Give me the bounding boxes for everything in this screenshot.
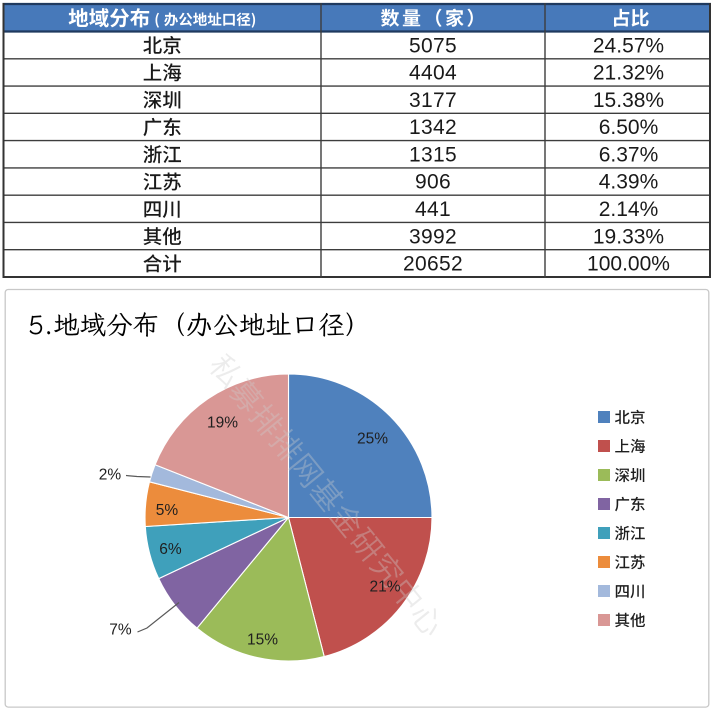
- svg-text:7%: 7%: [109, 622, 132, 639]
- svg-text:2%: 2%: [99, 467, 122, 484]
- svg-text:6%: 6%: [159, 541, 182, 558]
- svg-text:5%: 5%: [156, 502, 179, 519]
- svg-text:6.37%: 6.37%: [599, 143, 659, 166]
- svg-text:4.39%: 4.39%: [599, 171, 659, 194]
- svg-text:2.14%: 2.14%: [599, 198, 659, 221]
- svg-text:15%: 15%: [247, 632, 278, 649]
- svg-text:1342: 1342: [409, 116, 457, 139]
- svg-text:20652: 20652: [403, 253, 463, 276]
- svg-text:4404: 4404: [409, 62, 457, 85]
- svg-text:100.00%: 100.00%: [587, 253, 670, 276]
- svg-text:15.38%: 15.38%: [593, 89, 664, 112]
- svg-text:19.33%: 19.33%: [593, 225, 664, 248]
- svg-text:21.32%: 21.32%: [593, 62, 664, 85]
- svg-text:1315: 1315: [409, 143, 457, 166]
- svg-text:6.50%: 6.50%: [599, 116, 659, 139]
- svg-text:3177: 3177: [409, 89, 457, 112]
- svg-text:441: 441: [415, 198, 451, 221]
- svg-text:19%: 19%: [207, 415, 238, 432]
- svg-text:3992: 3992: [409, 225, 457, 248]
- svg-text:25%: 25%: [357, 431, 388, 448]
- svg-text:24.57%: 24.57%: [593, 34, 664, 57]
- svg-text:5075: 5075: [409, 34, 457, 57]
- svg-text:21%: 21%: [369, 579, 400, 596]
- svg-text:906: 906: [415, 171, 451, 194]
